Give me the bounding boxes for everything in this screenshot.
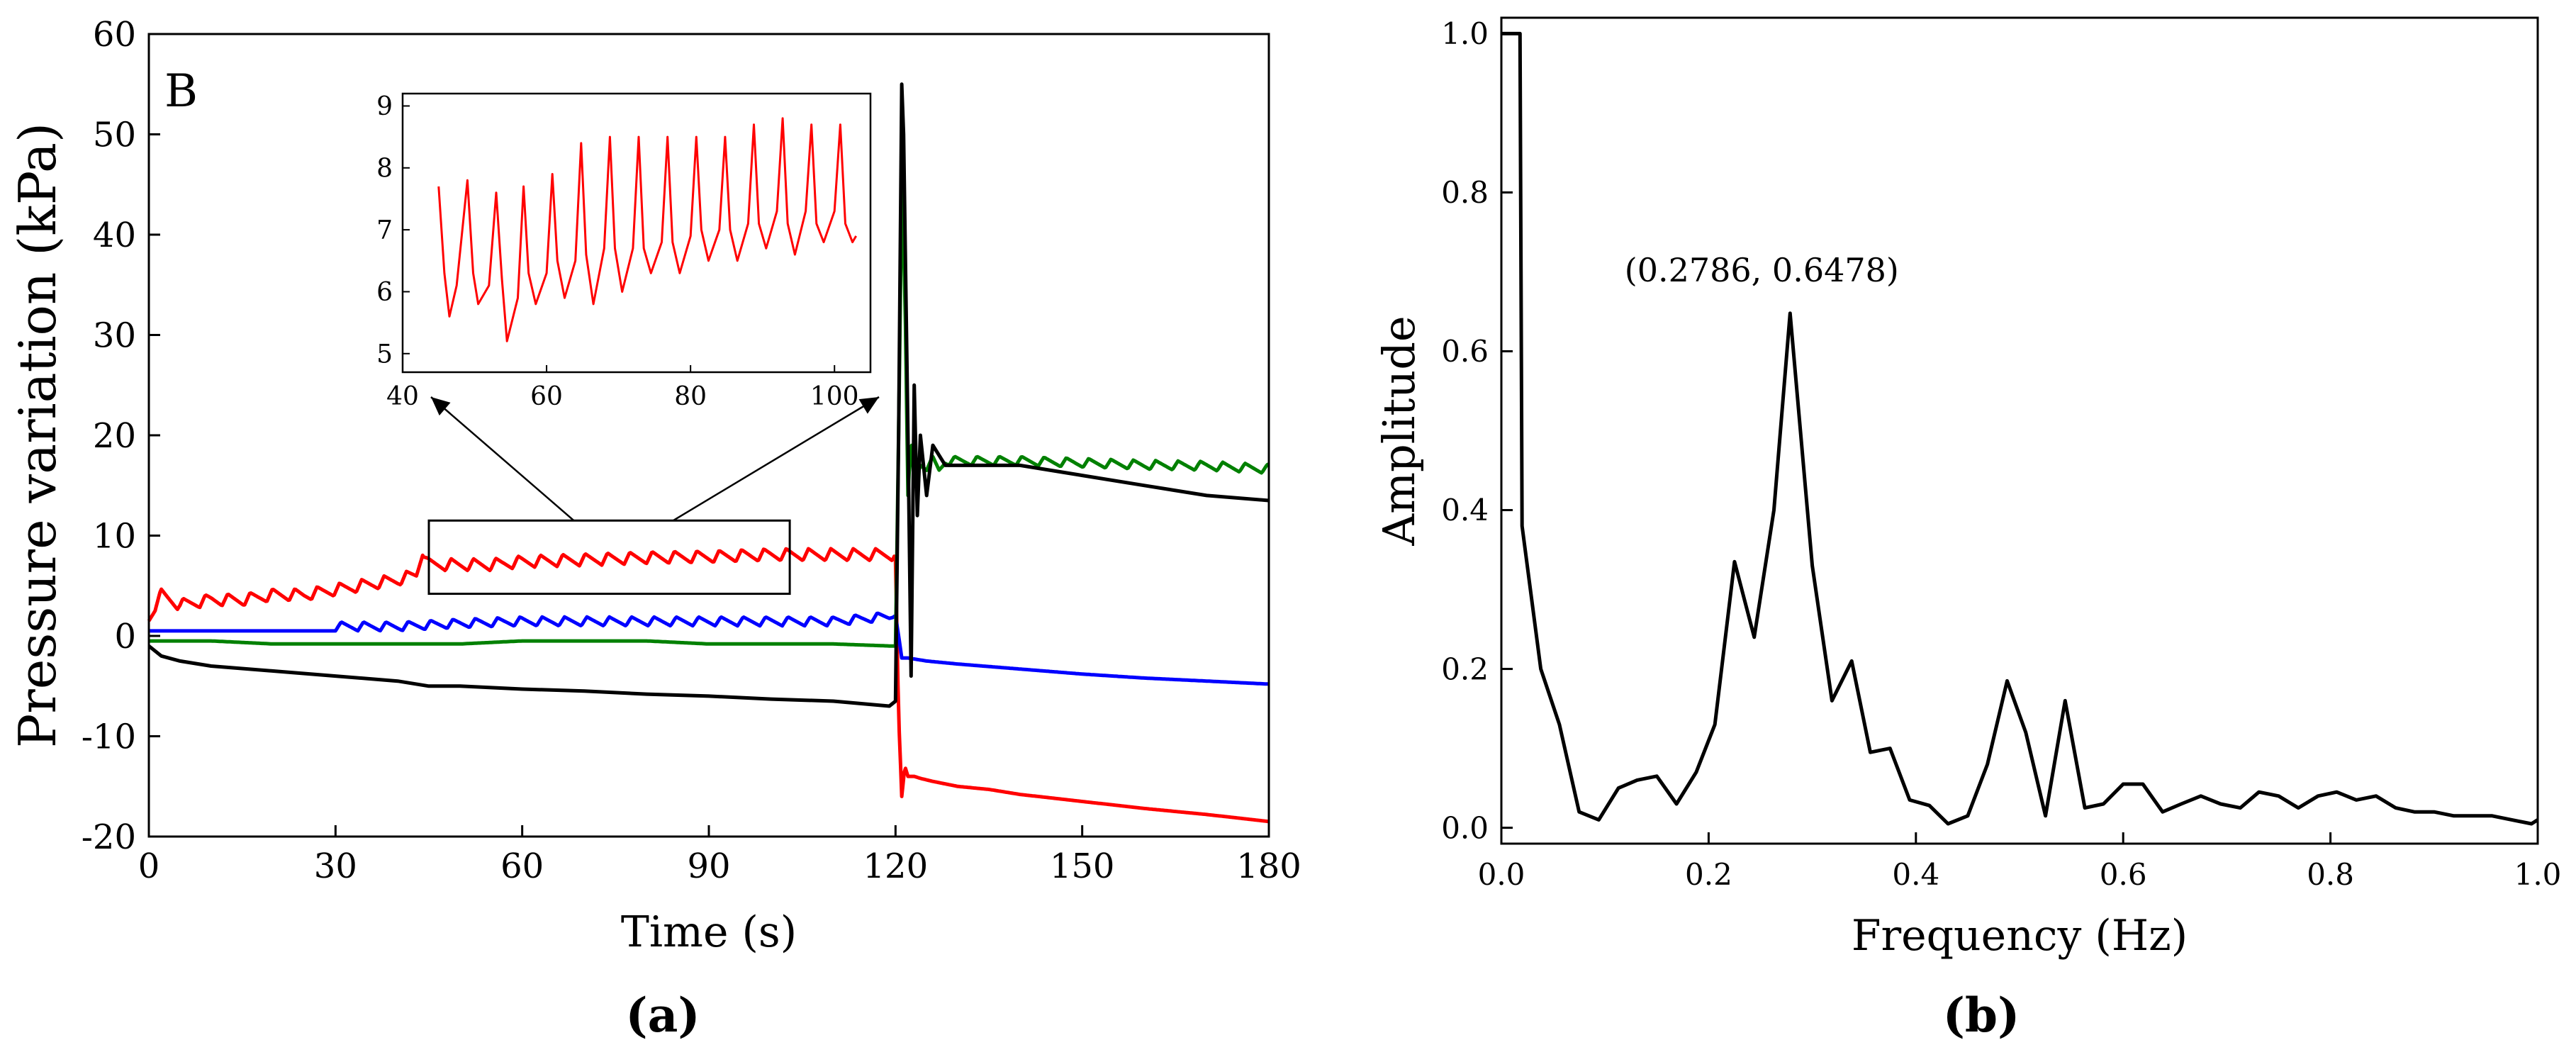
b-y-tick-label: 0.8 (1441, 175, 1489, 210)
inset-y-tick-label: 8 (376, 154, 393, 183)
inset-frame (401, 92, 872, 374)
a-x-tick-label: 90 (687, 846, 730, 886)
b-y-tick-label: 0.4 (1441, 493, 1489, 527)
a-series-blue (148, 611, 1270, 686)
panel-b-marks: 0.0 0.2 0.4 0.6 0.8 1.0 0.0 0.2 0.4 0.6 0.8 1.0 (1441, 16, 2561, 892)
inset-arrow-left-head (431, 397, 451, 416)
b-y-tick-label: 0.6 (1441, 334, 1489, 369)
b-y-tick-label: 1.0 (1441, 16, 1489, 51)
b-x-tick-label: 0.0 (1478, 857, 1525, 892)
a-x-tick-label: 0 (138, 846, 160, 886)
a-y-tick-label: 50 (93, 115, 136, 155)
a-series-red (147, 547, 1270, 824)
a-y-tick-label: 20 (93, 416, 136, 456)
a-x-tick-label: 150 (1050, 846, 1115, 886)
panel-b-chart: 0.0 0.2 0.4 0.6 0.8 1.0 0.0 0.2 0.4 0.6 0.8 1.0 (0.… (1373, 16, 2561, 961)
inset-y-tick-label: 7 (376, 216, 393, 245)
panel-a-x-axis-label: Time (s) (621, 907, 797, 957)
a-y-tick-label: 10 (93, 516, 136, 556)
inset-y-tick-label: 9 (376, 92, 393, 121)
inset-arrow-right-head (858, 397, 879, 414)
b-x-tick-label: 0.4 (1892, 857, 1939, 892)
inset-x-tick-label: 80 (674, 382, 707, 411)
inset-arrow-right-line (672, 396, 880, 522)
panel-a-plot-frame (147, 33, 1270, 838)
panel-b-peak-annotation: (0.2786, 0.6478) (1625, 251, 1899, 289)
panel-a-label: B (164, 65, 198, 118)
a-series-green (148, 182, 1270, 648)
panel-b-plot-frame (1500, 16, 2539, 845)
b-x-tick-label: 0.2 (1685, 857, 1732, 892)
inset-y-tick-label: 5 (376, 340, 393, 369)
b-x-tick-label: 1.0 (2514, 857, 2562, 892)
inset-x-tick-label: 60 (530, 382, 563, 411)
a-y-tick-label: -10 (82, 717, 136, 756)
b-series-spectrum (1501, 31, 2539, 826)
caption-b: (b) (1943, 988, 2020, 1043)
b-x-tick-label: 0.6 (2100, 857, 2147, 892)
inset-arrow-left-line (430, 396, 575, 522)
inset-x-tick-label: 40 (386, 382, 419, 411)
a-y-tick-label: 30 (93, 315, 136, 355)
b-y-tick-label: 0.2 (1441, 652, 1489, 686)
panel-a-y-axis-label: Pressure variation (kPa) (8, 123, 67, 748)
a-y-tick-label: 60 (93, 15, 136, 55)
inset-series-red-zoom (437, 117, 857, 342)
panel-a-marks: 0 30 60 90 120 150 180 -20 -10 0 10 20 30 40 50 60 (82, 15, 1301, 886)
panel-b-y-axis-label: Amplitude (1373, 315, 1425, 546)
inset-x-tick-label: 100 (810, 382, 859, 411)
a-series-black (147, 82, 1270, 708)
a-x-tick-label: 60 (500, 846, 544, 886)
b-y-tick-label: 0.0 (1441, 810, 1489, 845)
a-x-tick-label: 180 (1236, 846, 1301, 886)
a-zoom-box (427, 519, 791, 596)
panel-a-chart: 0 30 60 90 120 150 180 -20 -10 0 10 20 30 40 50 60 40 60… (8, 15, 1301, 957)
a-y-tick-label: 0 (114, 617, 136, 656)
b-x-tick-label: 0.8 (2307, 857, 2354, 892)
panel-a-inset: 40 60 80 100 5 6 7 8 9 (376, 92, 880, 522)
panel-b-x-axis-label: Frequency (Hz) (1852, 911, 2188, 961)
caption-a: (a) (625, 988, 700, 1043)
inset-y-tick-label: 6 (376, 278, 393, 307)
a-y-tick-label: 40 (93, 216, 136, 255)
a-x-tick-label: 120 (863, 846, 929, 886)
a-x-tick-label: 30 (314, 846, 357, 886)
a-y-tick-label: -20 (82, 817, 136, 857)
